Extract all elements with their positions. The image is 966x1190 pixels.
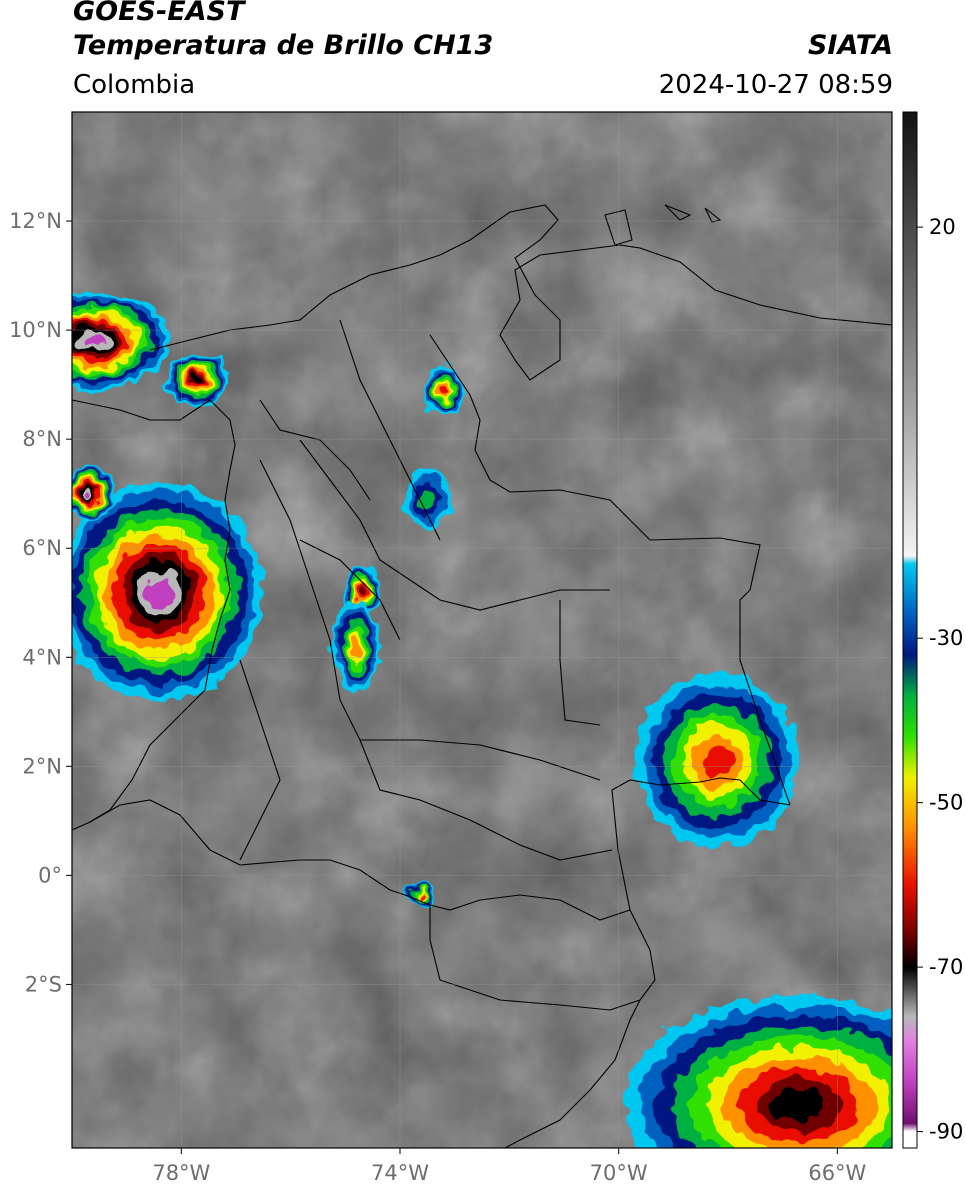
- lon-tick-label: 66°W: [808, 1161, 866, 1185]
- lat-tick-label: 12°N: [9, 209, 62, 233]
- colorbar-tick-label: -50: [929, 791, 963, 815]
- storm-amazonas-se: [624, 995, 892, 1148]
- product-title: Temperatura de Brillo CH13: [73, 30, 494, 61]
- caribbean-coast: [149, 204, 892, 381]
- convective-cells: [72, 291, 892, 1148]
- map-frame: [71, 111, 893, 1149]
- dept-line-8: [299, 539, 401, 641]
- colorbar-scale: [902, 111, 918, 1149]
- pacific-coast: [72, 444, 236, 831]
- peru-border-east: [429, 905, 641, 1011]
- dept-line-6: [339, 319, 441, 541]
- imagery-layer: [72, 112, 892, 1148]
- storm-pacific-west: [164, 351, 231, 407]
- lat-tick-label: 10°N: [9, 318, 62, 342]
- lat-tick-label: 0°: [38, 863, 62, 887]
- lon-tick-label: 70°W: [590, 1161, 648, 1185]
- storm-ring: [84, 334, 104, 348]
- dept-line-3: [559, 600, 601, 726]
- lat-tick-label: 6°N: [22, 536, 62, 560]
- storm-pacific-main: [72, 482, 264, 701]
- curacao-island: [664, 204, 692, 221]
- storm-ring: [351, 636, 362, 657]
- graticule: [72, 112, 892, 1148]
- colombia-venezuela-border: [429, 334, 791, 806]
- colorbar-tick-label: 20: [929, 215, 956, 239]
- satellite-title: GOES-EAST: [73, 0, 245, 27]
- lat-tick-label: 2°S: [25, 972, 62, 996]
- dept-line-5: [239, 659, 281, 861]
- colorbar-tick-label: -70: [929, 955, 963, 979]
- storm-ring: [146, 577, 173, 606]
- storm-ring: [440, 385, 448, 395]
- lon-tick-label: 78°W: [152, 1161, 210, 1185]
- colorbar-ticks: 20 -30 -50 -70 -90: [917, 215, 963, 1144]
- storm-ring: [192, 375, 203, 384]
- storm-putumayo: [408, 882, 436, 907]
- lat-tick-label: 2°N: [22, 754, 62, 778]
- longitude-axis: 78°W 74°W 70°W 66°W: [152, 1148, 867, 1185]
- storm-ring: [358, 587, 365, 596]
- dept-line-4: [359, 739, 613, 861]
- storm-ring: [772, 1087, 826, 1121]
- lat-tick-label: 4°N: [22, 645, 62, 669]
- colorbar-tick-label: -90: [929, 1120, 963, 1144]
- lon-tick-label: 74°W: [371, 1161, 429, 1185]
- storm-magdalena-medio: [402, 469, 452, 530]
- storm-ring: [418, 488, 436, 510]
- storm-guainia: [635, 673, 800, 849]
- region-label: Colombia: [73, 70, 196, 100]
- organization-label: SIATA: [807, 30, 893, 61]
- dept-line-2: [259, 459, 601, 781]
- storm-ring: [701, 744, 733, 778]
- timestamp-label: 2024-10-27 08:59: [658, 70, 893, 100]
- colorbar-tick-label: -30: [929, 626, 963, 650]
- lat-tick-label: 8°N: [22, 427, 62, 451]
- borders-layer: [72, 204, 892, 1148]
- dept-line-7: [259, 399, 371, 501]
- dept-line-1: [299, 439, 610, 611]
- aruba-island: [604, 209, 633, 246]
- storm-catatumbo: [424, 365, 463, 415]
- ecuador-border: [89, 799, 276, 866]
- storm-ring: [84, 490, 92, 498]
- storm-pacific-edge: [72, 466, 116, 521]
- storm-ring: [419, 892, 425, 897]
- latitude-axis: 12°N 10°N 8°N 6°N 4°N 2°N 0° 2°S: [9, 209, 72, 996]
- colorbar: 20 -30 -50 -70 -90: [902, 111, 963, 1149]
- storm-pacific-north: [72, 291, 171, 391]
- storm-huila: [331, 600, 381, 693]
- panama-coast: [72, 399, 236, 446]
